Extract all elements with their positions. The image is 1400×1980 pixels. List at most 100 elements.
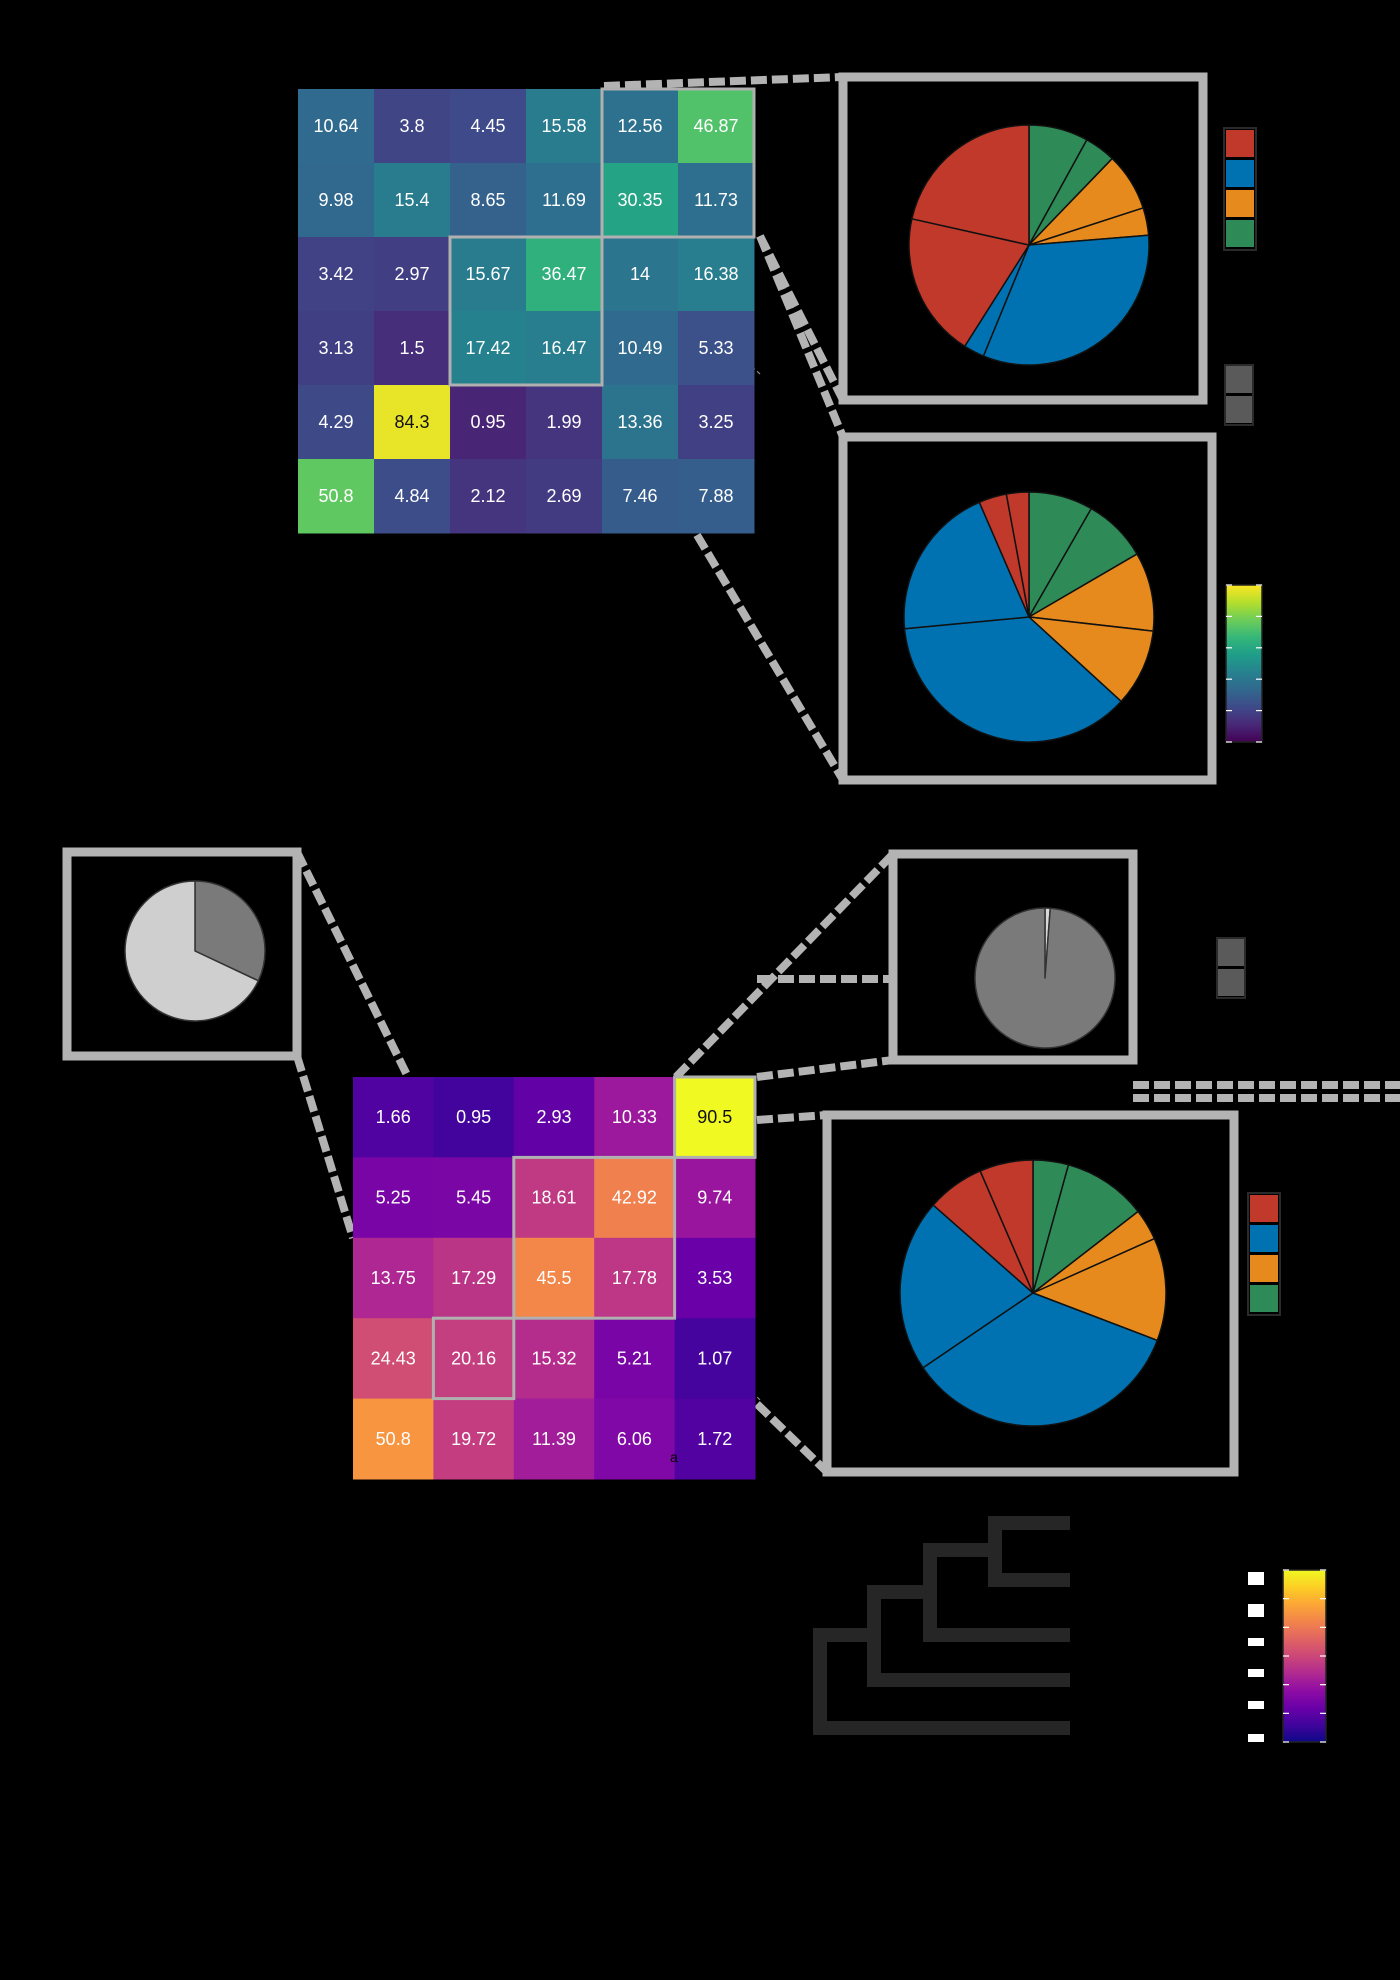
pie-chart-bottom-top [974,907,1116,1049]
heatmap-cell-label: 7.46 [622,486,657,506]
heatmap-cell-label: 5.45 [456,1188,491,1208]
pie-slice [194,880,266,982]
heatmap-cell-label: 1.99 [546,412,581,432]
heatmap-cell-label: 1.07 [697,1348,732,1368]
heatmap-cell [594,1077,676,1158]
heatmap-cell [513,1398,595,1480]
heatmap-cell-label: 18.61 [531,1188,576,1208]
heatmap-cell-label: 24.43 [371,1348,416,1368]
heatmap-cell [678,89,755,164]
heatmap-cell [513,1077,595,1158]
heatmap-cell [374,385,451,460]
heatmap-cell [433,1077,515,1158]
heatmap-cell-label: 36.47 [541,264,586,284]
colorbar-marker [1248,1638,1264,1646]
pie-panel-bottom-right [822,1110,1239,1477]
heatmap-top: 10.64 3.8 4.45 15.58 12.56 46.87 9.98 15.4 8.65 1… [298,87,756,534]
heatmap-cell [678,237,755,312]
heatmap-cell-label: 15.67 [465,264,510,284]
pie-slice [124,880,260,1022]
heatmap-cell [353,1398,434,1480]
heatmap-cell-label: 17.78 [612,1268,657,1288]
pie-slice [911,124,1030,246]
heatmap-cell-label: 12.56 [617,116,662,136]
pie-panel-top-2 [838,432,1217,785]
heatmap-cell-label: 45.5 [536,1268,571,1288]
heatmap-cell-label: 2.69 [546,486,581,506]
heatmap-cell [674,1318,756,1400]
highlight-block [431,1316,516,1401]
heatmap-cell [594,1398,676,1480]
zoom-connector [293,1054,357,1240]
heatmap-cell [353,1237,434,1319]
legend-gray-bottom [1216,937,1246,999]
heatmap-cell [433,1318,515,1400]
heatmap-cell [298,163,375,238]
heatmap-cell [374,311,451,386]
pie-slice [974,907,1116,1049]
heatmap-cell-label: 5.21 [617,1348,652,1368]
heatmap-cell [594,1318,676,1400]
heatmap-cell-label: 10.33 [612,1107,657,1127]
pie-panel-top-1 [838,72,1208,405]
heatmap-cell [678,163,755,238]
legend-swatch [1226,130,1254,157]
heatmap-cell-label: 1.66 [376,1107,411,1127]
legend-gray-swatch [1226,396,1252,423]
highlight-block [600,87,756,239]
heatmap-cell-label: 11.39 [532,1429,576,1449]
heatmap-cell [602,163,679,238]
legend-swatch [1226,220,1254,247]
heatmap-cell-label: 1.72 [697,1429,732,1449]
heatmap-cell-label: 17.29 [451,1268,496,1288]
highlight-block [512,1155,677,1320]
heatmap-cell-label: 15.32 [531,1348,576,1368]
legend-swatch [1226,160,1254,187]
pie-panel-bottom-top [888,849,1138,1065]
legend-bottom [1247,1192,1281,1316]
heatmap-cell [602,89,679,164]
heatmap-cell [674,1237,756,1319]
legend-swatch [1250,1195,1278,1222]
heatmap-cell [450,237,527,312]
pie-slice [903,616,1122,743]
heatmap-cell-label: 2.93 [536,1107,571,1127]
heatmap-cell-label: 10.64 [313,116,358,136]
colorbar-marker [1248,1701,1264,1709]
heatmap-cell [298,385,375,460]
legend-gray-swatch [1226,366,1252,393]
heatmap-cell-label: 50.8 [376,1429,411,1449]
heatmap-cell [526,89,603,164]
heatmap-cell [298,459,375,534]
heatmap-cell [374,89,451,164]
heatmap-cell-label: 3.13 [318,338,353,358]
heatmap-cell-label: 90.5 [697,1107,732,1127]
pie-slice [979,1159,1034,1294]
heatmap-cell-label: 14 [630,264,650,284]
pie-slice [1032,1164,1139,1294]
colorbar-marker [1248,1669,1264,1677]
heatmap-cell-label: 4.29 [318,412,353,432]
pie-slice [903,501,1030,630]
heatmap-cell-label: 2.12 [470,486,505,506]
heatmap-cell-label: 17.42 [465,338,510,358]
heatmap-cell [374,237,451,312]
heatmap-cell-label: 3.25 [698,412,733,432]
pie-slice [922,1292,1159,1427]
heatmap-cell-label: 30.35 [617,190,662,210]
heatmap-cell-label: 13.36 [617,412,662,432]
pie-chart-bottom-right [899,1159,1167,1427]
heatmap-cell-label: 5.33 [698,338,733,358]
dendrogram [813,1516,1070,1735]
legend-top [1223,127,1257,251]
pie-chart-top-1 [908,124,1150,366]
heatmap-cell [450,385,527,460]
heatmap-cell [450,459,527,534]
heatmap-cell [594,1237,676,1319]
heatmap-cell [674,1398,756,1480]
heatmap-cell-label: 4.84 [394,486,429,506]
heatmap-cell [450,311,527,386]
heatmap-cell-label: 50.8 [318,486,353,506]
heatmap-cell-label: 16.38 [693,264,738,284]
